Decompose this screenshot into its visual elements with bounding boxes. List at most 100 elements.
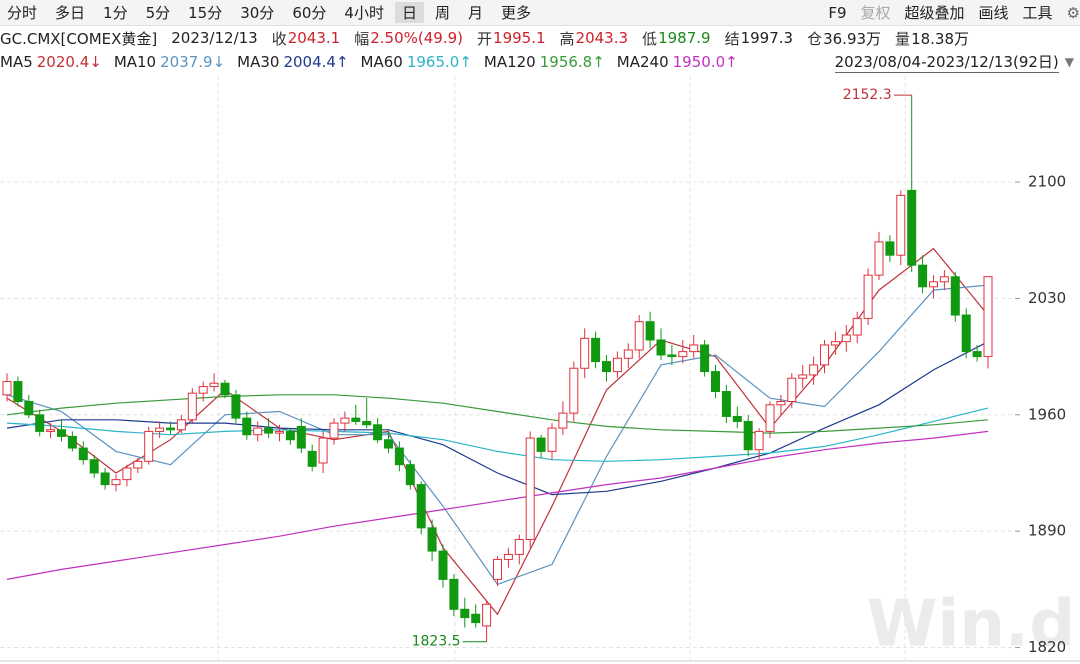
candle-body — [2, 381, 12, 396]
tool-button[interactable]: 工具 — [1022, 4, 1053, 22]
candle-body — [394, 447, 404, 466]
candle-body — [57, 429, 66, 437]
candle-body — [438, 550, 448, 580]
candle-body — [961, 314, 971, 353]
field-value: 18.38万 — [911, 29, 970, 48]
high-label: 2152.3 — [843, 87, 892, 103]
period-tab[interactable]: 5分 — [145, 4, 171, 22]
candle-body — [231, 394, 241, 419]
period-tab[interactable]: 60分 — [292, 4, 327, 22]
candle-body — [536, 437, 546, 452]
candle-body — [449, 578, 459, 610]
candle-body — [100, 472, 110, 486]
candle-body — [525, 437, 535, 540]
legend-value: 1956.8↑ — [539, 53, 605, 71]
candle-body — [591, 337, 601, 363]
field-label: 开 — [477, 29, 493, 48]
settings-icon[interactable]: ⚙ — [1066, 3, 1080, 22]
period-tab[interactable]: 分时 — [7, 4, 38, 22]
candle-body — [830, 341, 840, 346]
field-label: 低 — [642, 29, 658, 48]
period-tab[interactable]: 日 — [394, 2, 424, 23]
candle-body — [373, 424, 383, 441]
candle-body — [242, 417, 252, 436]
candle-body — [482, 603, 492, 627]
legend-value: 2020.4↓ — [36, 53, 102, 71]
tool-button[interactable]: F9 — [828, 3, 847, 22]
candle-body — [721, 391, 731, 417]
field-value: 2043.1 — [287, 29, 341, 47]
field-label: 收 — [271, 29, 287, 48]
field-value: 1995.1 — [493, 29, 546, 47]
field-label: 结 — [724, 29, 740, 48]
date: 2023/12/13 — [171, 29, 258, 47]
ma-line — [6, 394, 989, 434]
quote-line: GC.CMX[COMEX黄金] 2023/12/13 收 2043.1 幅 2.50%(4… — [0, 26, 1080, 50]
candle-body — [820, 344, 829, 366]
candle-body — [329, 422, 339, 439]
candle-body — [427, 527, 437, 552]
candle-body — [580, 337, 590, 369]
candle-body — [176, 419, 186, 431]
period-tab[interactable]: 30分 — [240, 4, 275, 22]
candle-body — [166, 427, 175, 431]
candle-body — [863, 274, 873, 319]
candle-body — [929, 281, 938, 288]
candle-body — [340, 417, 350, 424]
candle-body — [285, 430, 295, 441]
candle-body — [798, 374, 808, 379]
legend-name: MA30 — [237, 53, 280, 71]
legend-name: MA120 — [483, 53, 536, 71]
legend-name: MA5 — [0, 53, 33, 71]
period-tab[interactable]: 4小时 — [344, 4, 384, 22]
candle-body — [209, 382, 219, 388]
period-tab[interactable]: 15分 — [188, 4, 223, 22]
ma-line — [6, 407, 989, 462]
candle-body — [678, 351, 688, 358]
toolbar: 分时 多日 1分 5分 15分 30分 60分 4小时日周月更多 F9 复权 超级叠加 画线 工具 ⚙ — [0, 0, 1080, 26]
legend-name: MA10 — [113, 53, 157, 71]
candle-body — [198, 386, 208, 394]
legend-name: MA240 — [616, 53, 669, 71]
candle-body — [689, 344, 699, 353]
candle-body — [809, 364, 819, 376]
period-tab[interactable]: 月 — [467, 4, 483, 22]
candle-body — [918, 264, 928, 288]
candle-body — [264, 427, 274, 434]
candle-body — [13, 381, 23, 402]
candle-body — [514, 538, 524, 555]
candle-body — [907, 189, 917, 266]
period-tab[interactable]: 多日 — [55, 4, 86, 22]
tool-button[interactable]: 超级叠加 — [904, 4, 965, 22]
ma-line — [6, 430, 989, 580]
watermark: Win.d — [867, 588, 1075, 662]
candle-body — [939, 276, 949, 283]
candle-body — [67, 435, 77, 449]
candle-body — [351, 417, 361, 422]
candle-body — [416, 484, 426, 529]
legend-value: 2037.9↓ — [160, 53, 226, 71]
candle-body — [503, 553, 513, 560]
ma-line — [6, 341, 989, 496]
tool-button[interactable]: 画线 — [978, 4, 1009, 22]
field-value: 2043.3 — [575, 29, 629, 47]
candle-body — [471, 613, 481, 624]
range-dropdown[interactable]: ▼ — [1064, 55, 1074, 69]
field-label: 仓 — [807, 29, 823, 48]
candle-body — [460, 608, 470, 619]
candle-body — [700, 344, 710, 373]
period-tab[interactable]: 周 — [434, 4, 450, 22]
legend-value: 1950.0↑ — [672, 53, 738, 71]
candle-body — [24, 400, 34, 416]
field-label: 幅 — [354, 29, 370, 48]
candle-body — [896, 194, 906, 256]
symbol: GC.CMX[COMEX黄金] — [0, 29, 158, 48]
date-range[interactable]: 2023/08/04-2023/12/13(92日) — [834, 53, 1059, 73]
tool-button[interactable]: 复权 — [860, 4, 891, 22]
candle-body — [275, 430, 284, 434]
period-tab[interactable]: 1分 — [103, 4, 128, 22]
candle-body — [602, 361, 611, 373]
candle-body — [307, 450, 317, 467]
period-tab[interactable]: 更多 — [501, 4, 532, 22]
